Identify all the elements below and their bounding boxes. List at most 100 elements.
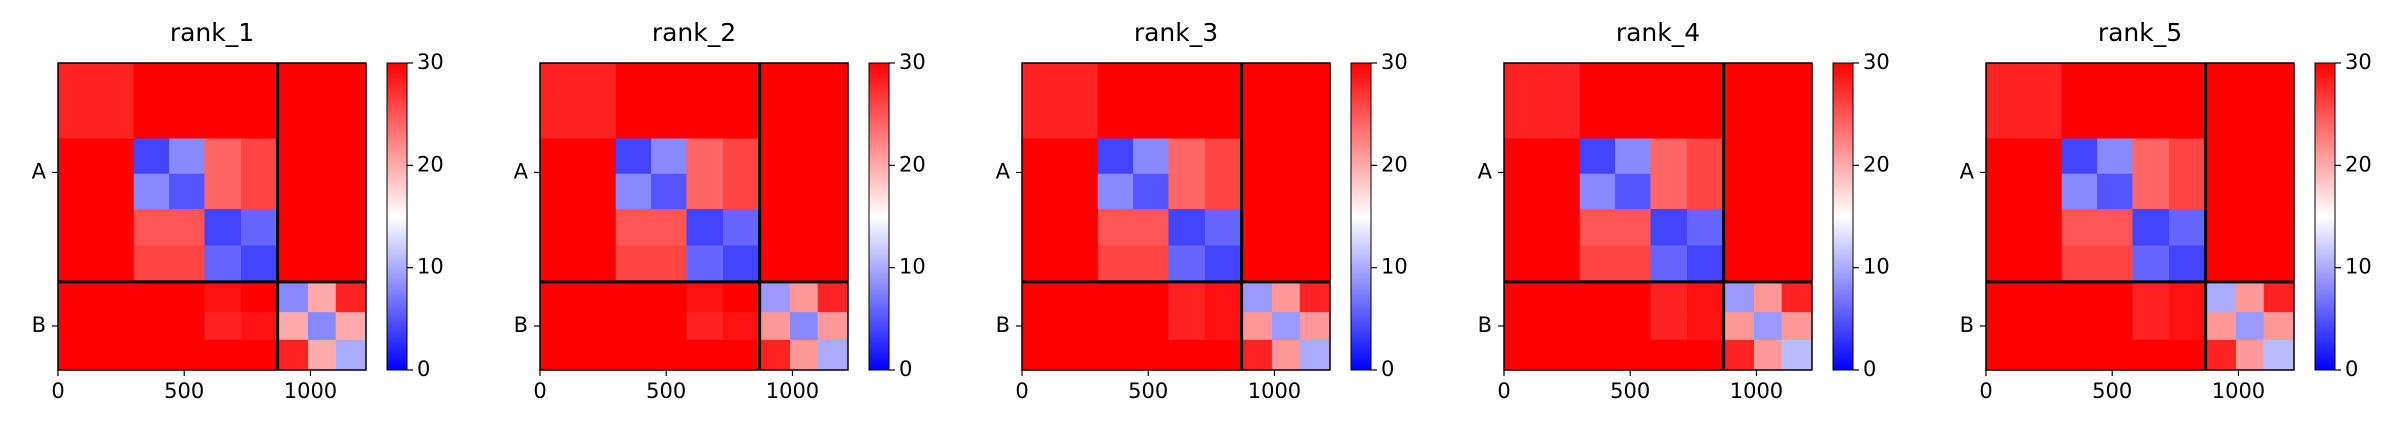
heatmap-cell — [335, 312, 367, 341]
heatmap-cell — [723, 245, 761, 283]
heatmap-cell — [307, 312, 337, 341]
heatmap-cell — [1241, 245, 1273, 283]
heatmap-cell — [1781, 281, 1813, 313]
heatmap-cell — [1133, 138, 1169, 175]
heatmap-cell — [651, 339, 687, 371]
heatmap-cell — [651, 63, 687, 139]
heatmap-cell — [759, 339, 791, 371]
heatmap-cell — [2235, 208, 2265, 246]
heatmap-cell — [2061, 312, 2098, 341]
heatmap-cell — [1241, 208, 1273, 246]
heatmap-cell — [789, 208, 819, 246]
y-tick-label: B — [996, 313, 1010, 337]
heatmap-cell — [817, 312, 849, 341]
heatmap-cell — [2263, 138, 2295, 175]
heatmap-cell — [1650, 173, 1688, 210]
heatmap-cell — [2169, 281, 2207, 313]
y-tick-label: B — [514, 313, 528, 337]
heatmap-cell — [307, 208, 337, 246]
heatmap-cell — [2097, 245, 2133, 283]
heatmap-cell — [1299, 245, 1331, 283]
colorbar — [2314, 62, 2336, 371]
heatmap-cell — [2132, 339, 2170, 371]
heatmap-cell — [1299, 281, 1331, 313]
heatmap-cell — [1022, 63, 1099, 139]
heatmap-cell — [1687, 339, 1725, 371]
colorbar-tick-label: 10 — [1381, 255, 1408, 279]
heatmap-cell — [1650, 245, 1688, 283]
heatmap-cell — [2235, 245, 2265, 283]
heatmap-cell — [817, 138, 849, 175]
heatmap-cell — [1299, 138, 1331, 175]
heatmap-cell — [789, 245, 819, 283]
heatmap-cell — [58, 138, 135, 175]
heatmap-cell — [723, 173, 761, 210]
heatmap-cell — [277, 138, 309, 175]
heatmap-cell — [723, 281, 761, 313]
x-tick-label: 1000 — [2212, 379, 2265, 403]
heatmap-cell — [789, 173, 819, 210]
colorbar-tick-label: 20 — [1381, 152, 1408, 176]
heatmap-cell — [1271, 173, 1301, 210]
heatmap-cell — [615, 312, 652, 341]
heatmap-cell — [686, 208, 724, 246]
heatmap-cell — [204, 208, 242, 246]
colorbar — [386, 62, 408, 371]
heatmap-cell — [651, 312, 687, 341]
heatmap-cell — [1133, 245, 1169, 283]
heatmap-cell — [58, 281, 135, 313]
heatmap-cell — [133, 208, 170, 246]
heatmap-cell — [2097, 63, 2133, 139]
heatmap-cell — [241, 208, 279, 246]
heatmap-cell — [169, 208, 205, 246]
y-tick-label: A — [1478, 159, 1493, 183]
colorbar — [1832, 62, 1854, 371]
heatmap-cell — [1133, 312, 1169, 341]
heatmap-cell — [241, 312, 279, 341]
heatmap-cell — [686, 312, 724, 341]
x-tick-label: 0 — [533, 379, 546, 403]
heatmap-cell — [204, 339, 242, 371]
heatmap-cell — [133, 312, 170, 341]
x-tick-label: 500 — [1610, 379, 1650, 403]
x-tick-label: 500 — [646, 379, 686, 403]
heatmap-cell — [1022, 339, 1099, 371]
heatmap-cell — [204, 173, 242, 210]
heatmap-cell — [2205, 339, 2237, 371]
heatmap-cell — [1687, 312, 1725, 341]
colorbar-tick-label: 30 — [1863, 50, 1890, 74]
heatmap-cell — [1986, 281, 2063, 313]
panel-title: rank_4 — [1616, 18, 1700, 47]
heatmap-cell — [686, 173, 724, 210]
heatmap-cell — [723, 138, 761, 175]
heatmap-cell — [1687, 281, 1725, 313]
heatmap-cell — [277, 312, 309, 341]
heatmap-cell — [1504, 173, 1581, 210]
heatmap-cell — [759, 138, 791, 175]
heatmap-cell — [1241, 138, 1273, 175]
y-tick-label: B — [1960, 313, 1974, 337]
y-tick-label: B — [32, 313, 46, 337]
heatmap-cell — [2205, 63, 2237, 139]
heatmap-cell — [1022, 245, 1099, 283]
heatmap-cell — [1133, 339, 1169, 371]
heatmap-cell — [169, 245, 205, 283]
heatmap-cell — [169, 339, 205, 371]
heatmap-cell — [1271, 138, 1301, 175]
heatmap-cell — [789, 339, 819, 371]
colorbar-tick-label: 0 — [2345, 357, 2358, 381]
colorbar-tick-label: 30 — [2345, 50, 2372, 74]
heatmap-cell — [1504, 245, 1581, 283]
x-tick-label: 0 — [51, 379, 64, 403]
heatmap-cell — [1687, 173, 1725, 210]
y-tick-label: A — [514, 159, 529, 183]
heatmap-cell — [1986, 312, 2063, 341]
heatmap-cell — [540, 281, 617, 313]
heatmap-cell — [335, 281, 367, 313]
y-tick-label: A — [32, 159, 47, 183]
heatmap-cell — [241, 138, 279, 175]
heatmap-cell — [2132, 245, 2170, 283]
panel-title: rank_5 — [2098, 18, 2182, 47]
heatmap-cell — [1271, 281, 1301, 313]
